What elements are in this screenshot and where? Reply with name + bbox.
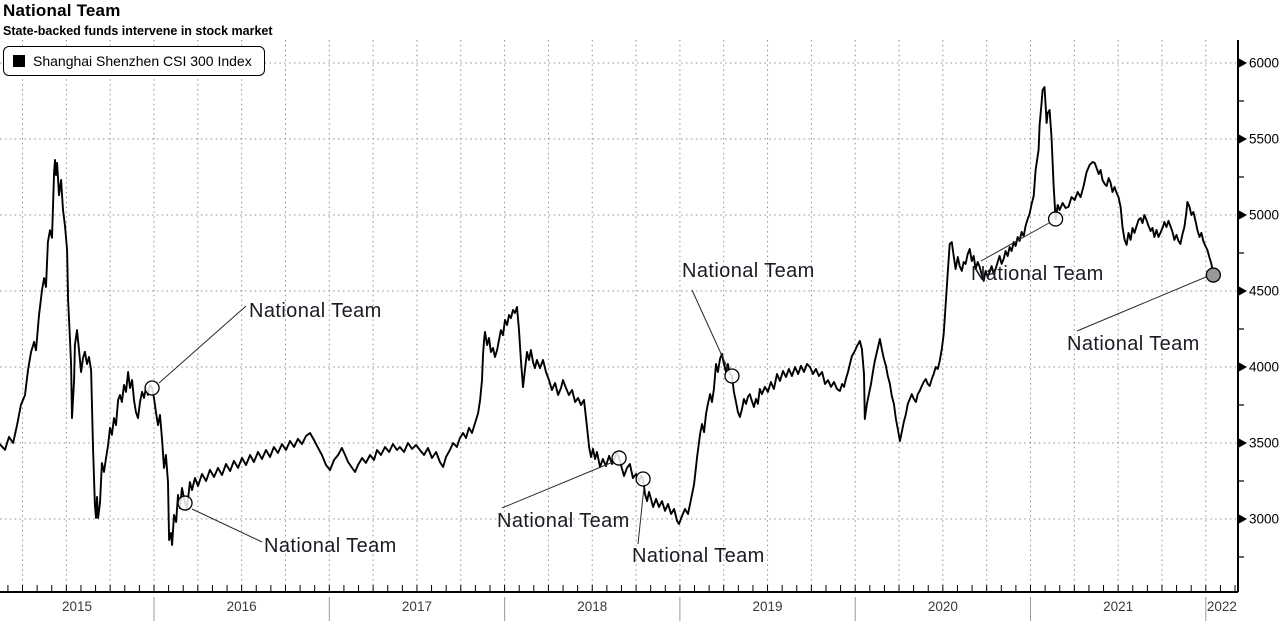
annotation-circle-marker [177, 495, 193, 511]
annotation-endpoint-marker [1205, 267, 1221, 283]
y-tick-arrow-icon [1239, 210, 1247, 220]
annotation-circle-marker [724, 368, 740, 384]
legend-swatch-icon [13, 55, 25, 67]
annotation-circle-marker [611, 450, 627, 466]
annotation-leader-line [501, 461, 614, 509]
x-axis-label: 2022 [1207, 599, 1237, 614]
x-axis-label: 2015 [62, 599, 92, 614]
annotation-leader-line [637, 486, 645, 545]
annotation-label: National Team [632, 545, 765, 567]
legend-box: Shanghai Shenzhen CSI 300 Index [3, 46, 265, 76]
annotation-leader-line [980, 222, 1050, 262]
annotation-label: National Team [1067, 333, 1200, 355]
y-tick-arrow-icon [1239, 514, 1247, 524]
y-tick-arrow-icon [1239, 362, 1247, 372]
y-axis-label: 6000 [1249, 56, 1279, 71]
annotation-label: National Team [497, 510, 630, 532]
x-axis-label: 2018 [577, 599, 607, 614]
annotation-circle-marker [1047, 211, 1064, 227]
annotation-circle-marker [635, 471, 651, 487]
chart-title: National Team [3, 1, 121, 20]
series-line [0, 86, 1215, 546]
annotation-leader-line [191, 508, 263, 543]
annotation-label: National Team [971, 263, 1104, 285]
y-tick-arrow-icon [1239, 134, 1247, 144]
chart-subtitle: State-backed funds intervene in stock ma… [3, 24, 273, 38]
annotation-label: National Team [249, 300, 382, 322]
y-tick-arrow-icon [1239, 438, 1247, 448]
annotation-leader-line [691, 289, 729, 370]
x-axis-label: 2019 [753, 599, 783, 614]
annotation-leader-line [158, 305, 247, 384]
y-axis-label: 4500 [1249, 284, 1279, 299]
y-axis-label: 5500 [1249, 132, 1279, 147]
y-axis-label: 5000 [1249, 208, 1279, 223]
x-axis-label: 2017 [402, 599, 432, 614]
annotation-label: National Team [682, 260, 815, 282]
x-axis-label: 2020 [928, 599, 958, 614]
annotation-leader-line [1076, 276, 1207, 332]
annotation-label: National Team [264, 535, 397, 557]
annotation-circle-marker [144, 380, 160, 396]
y-axis-label: 4000 [1249, 360, 1279, 375]
x-axis-label: 2016 [227, 599, 257, 614]
y-tick-arrow-icon [1239, 58, 1247, 68]
legend-label: Shanghai Shenzhen CSI 300 Index [33, 53, 252, 69]
y-axis-label: 3500 [1249, 436, 1279, 451]
y-tick-arrow-icon [1239, 286, 1247, 296]
y-axis-label: 3000 [1249, 512, 1279, 527]
x-axis-label: 2021 [1103, 599, 1133, 614]
